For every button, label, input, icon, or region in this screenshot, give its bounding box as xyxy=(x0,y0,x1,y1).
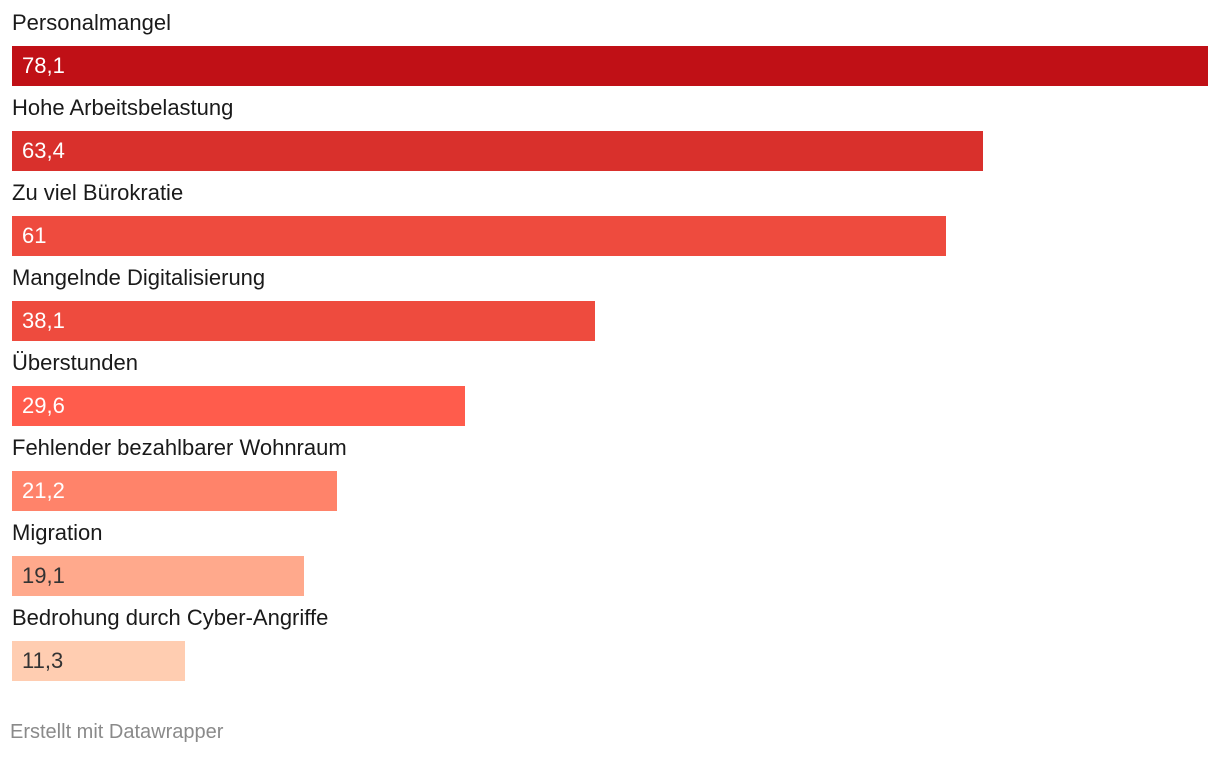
value-label: 21,2 xyxy=(22,478,65,503)
bar-row: Personalmangel 78,1 xyxy=(12,0,1208,86)
value-label: 19,1 xyxy=(22,563,65,588)
bar-row: Mangelnde Digitalisierung 38,1 xyxy=(12,255,1208,341)
bar: 19,1 xyxy=(12,556,304,596)
bar: 38,1 xyxy=(12,301,595,341)
bar: 11,3 xyxy=(12,641,185,681)
bar: 29,6 xyxy=(12,386,465,426)
bar-row: Bedrohung durch Cyber-Angriffe 11,3 xyxy=(12,595,1208,681)
value-label: 11,3 xyxy=(22,648,64,673)
value-label: 61 xyxy=(22,223,47,248)
bar: 21,2 xyxy=(12,471,337,511)
bar: 63,4 xyxy=(12,131,983,171)
value-label: 38,1 xyxy=(22,308,65,333)
bar-row: Fehlender bezahlbarer Wohnraum 21,2 xyxy=(12,425,1208,511)
value-label: 29,6 xyxy=(22,393,65,418)
bar: 78,1 xyxy=(12,46,1208,86)
category-label: Zu viel Bürokratie xyxy=(12,180,184,205)
category-label: Überstunden xyxy=(12,350,138,375)
category-label: Bedrohung durch Cyber-Angriffe xyxy=(12,605,329,630)
category-label: Mangelnde Digitalisierung xyxy=(12,265,266,290)
credit-text: Erstellt mit Datawrapper xyxy=(10,721,224,743)
bar-row: Zu viel Bürokratie 61 xyxy=(12,170,1208,256)
category-label: Migration xyxy=(12,520,103,545)
bar-row: Überstunden 29,6 xyxy=(12,340,1208,426)
value-label: 63,4 xyxy=(22,138,65,163)
category-label: Hohe Arbeitsbelastung xyxy=(12,95,234,120)
category-label: Personalmangel xyxy=(12,10,171,35)
bar-chart: Personalmangel 78,1 Hohe Arbeitsbelastung 6… xyxy=(12,0,1208,681)
bar-row: Migration 19,1 xyxy=(12,510,1208,596)
value-label: 78,1 xyxy=(22,53,65,78)
category-label: Fehlender bezahlbarer Wohnraum xyxy=(12,435,347,460)
bar-row: Hohe Arbeitsbelastung 63,4 xyxy=(12,85,1208,171)
bar: 61 xyxy=(12,216,946,256)
